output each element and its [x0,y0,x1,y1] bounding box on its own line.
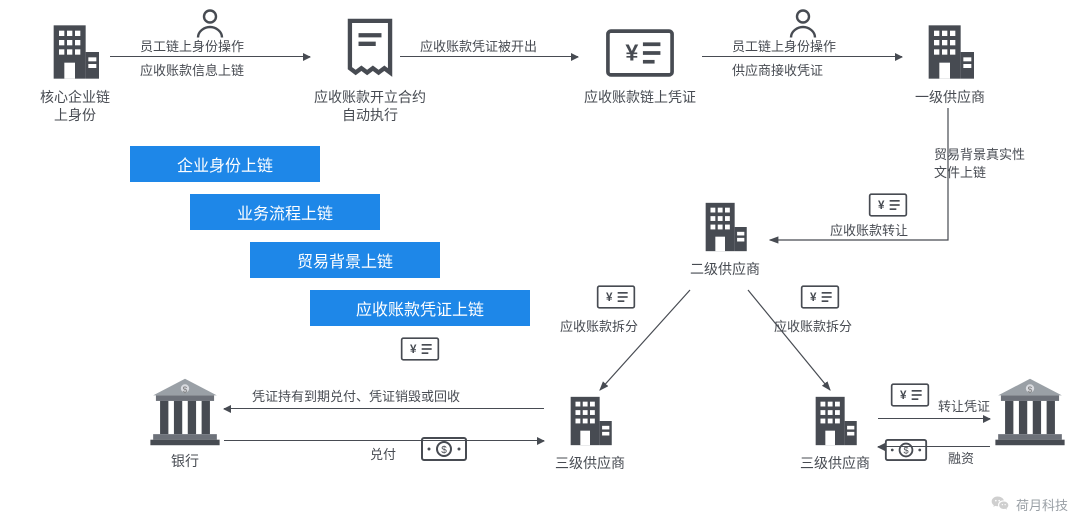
supplier1-label: 一级供应商 [915,88,985,106]
svg-text:¥: ¥ [810,291,817,304]
bluebox-2: 业务流程上链 [190,194,380,230]
voucher-label: 应收账款链上凭证 [584,88,696,106]
edge-label: 员工链上身份操作 [140,38,244,56]
edge-label: 兑付 [370,446,396,464]
bluebox-4: 应收账款凭证上链 [310,290,530,326]
cash-icon: $ [884,438,928,467]
edge-label: 凭证持有到期兑付、凭证销毁或回收 [252,388,460,406]
edge-label: 贸易背景真实性 文件上链 [934,146,1025,182]
bluebox-1: 企业身份上链 [130,146,320,182]
watermark: 荷月科技 [990,494,1068,514]
node-supplier3a: 三级供应商 [545,392,635,472]
edge-label: 员工链上身份操作 [732,38,836,56]
receipt-icon: ¥ [868,192,908,218]
svg-text:$: $ [183,385,188,395]
svg-text:¥: ¥ [606,291,613,304]
svg-text:$: $ [903,446,908,456]
node-supplier3b: 三级供应商 [790,392,880,472]
edge-label: 转让凭证 [938,398,990,416]
edge-label: 应收账款信息上链 [140,62,244,80]
svg-text:¥: ¥ [625,39,638,65]
node-supplier1: 一级供应商 [905,20,995,106]
svg-text:$: $ [441,445,447,456]
supplier3a-label: 三级供应商 [555,454,625,472]
edge-label: 供应商接收凭证 [732,62,823,80]
svg-text:$: $ [1028,385,1033,395]
arrow-s3b-to-bank [878,418,990,419]
node-bank-left: $ 银行 [140,376,230,470]
receipt-icon: ¥ [596,284,636,310]
svg-text:¥: ¥ [410,343,417,356]
arrow-s3a-to-bank-top [224,408,544,409]
receipt-icon: ¥ [800,284,840,310]
svg-text:¥: ¥ [878,199,885,212]
receipt-icon: ¥ [400,336,440,362]
svg-text:¥: ¥ [900,389,907,402]
edge-label: 应收账款拆分 [560,318,638,336]
receipt-icon: ¥ [890,382,930,408]
node-onchain-voucher: ¥ 应收账款链上凭证 [575,28,705,106]
node-supplier2: 二级供应商 [680,198,770,278]
supplier2-label: 二级供应商 [690,260,760,278]
arrow-bank-to-s3a-bottom [224,440,544,441]
edge-label: 应收账款转让 [830,222,908,240]
edge-label: 应收账款凭证被开出 [420,38,537,56]
cash-icon: $ [420,436,468,467]
node-bank-right: $ [990,376,1070,448]
node-contract-label: 应收账款开立合约 自动执行 [314,88,426,124]
node-core-label: 核心企业链 上身份 [40,88,110,124]
node-contract: 应收账款开立合约 自动执行 [310,18,430,124]
node-core-enterprise: 核心企业链 上身份 [30,20,120,124]
bank-left-label: 银行 [171,452,199,470]
bluebox-3: 贸易背景上链 [250,242,440,278]
supplier3b-label: 三级供应商 [800,454,870,472]
edge-label: 融资 [948,450,974,468]
edge-label: 应收账款拆分 [774,318,852,336]
watermark-text: 荷月科技 [1016,495,1068,514]
